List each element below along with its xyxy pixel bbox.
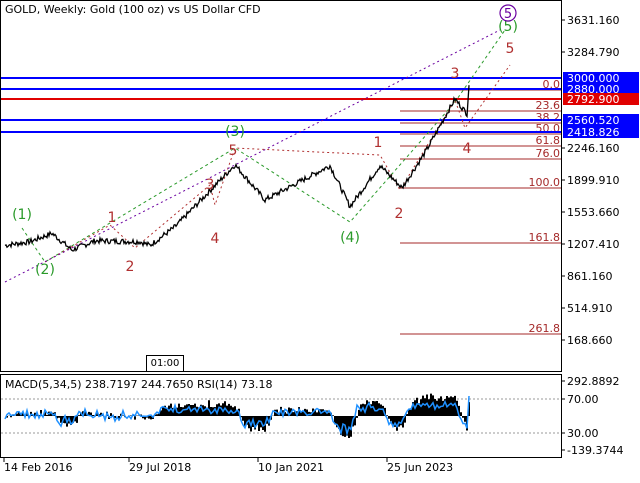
price-line: [4, 85, 470, 252]
wave-label-red: 4: [463, 141, 472, 157]
price-tag: [563, 114, 639, 126]
price-tag-label: 3000.000: [567, 72, 620, 85]
wave-label-red: 4: [211, 231, 220, 247]
price-tag-label: 2792.900: [567, 93, 620, 106]
timeframe-label[interactable]: 01:00: [146, 355, 184, 372]
indicator-pane-frame: [0, 374, 562, 458]
fib-level-label: 23.6: [536, 99, 561, 112]
fib-level-label: 61.8: [536, 134, 561, 147]
price-tick-label: 861.160: [567, 270, 613, 283]
wave-label-red: 3: [451, 66, 460, 82]
wave-label-red: 5: [229, 143, 238, 159]
elliott-wave-labels: (1) (2) (3) (4) (5) 1 2 3 4 5 1 2 3 4 5 5: [12, 4, 518, 278]
main-pane-frame: [0, 0, 562, 372]
fib-level-label: 76.0: [536, 147, 561, 160]
price-tag: [563, 83, 639, 95]
circled-wave-marker: [499, 4, 517, 22]
wave-label-green: (3): [225, 124, 245, 140]
time-tick-label: 25 Jun 2023: [387, 461, 453, 474]
price-tick-label: 514.910: [567, 302, 613, 315]
price-tick-label: 1899.910: [567, 174, 620, 187]
rsi-line: [4, 395, 470, 437]
wave-label-purple: 5: [504, 7, 512, 22]
time-tick-label: 10 Jan 2021: [258, 461, 324, 474]
time-tick-label: 29 Jul 2018: [129, 461, 191, 474]
price-tick-label: 3284.790: [567, 46, 620, 59]
wave-label-red: 1: [108, 210, 117, 226]
price-tag: [563, 93, 639, 105]
price-tag-label: 2418.826: [567, 126, 620, 139]
fib-level-label: 100.0: [529, 176, 561, 189]
wave-label-red: 2: [126, 259, 135, 275]
wave-label-green: (1): [12, 207, 32, 223]
price-tick-label: 1207.410: [567, 238, 620, 251]
time-axis: 14 Feb 2016 29 Jul 2018 10 Jan 2021 25 Jun …: [3, 458, 453, 474]
wave-label-green: (5): [498, 19, 518, 35]
wave-label-green: (2): [35, 262, 55, 278]
indicator-tick-label: 70.00: [567, 393, 599, 406]
fib-level-label: 261.8: [529, 322, 561, 335]
price-tag-label: 2560.520: [567, 114, 620, 127]
horizontal-levels-layer: [1, 77, 561, 133]
fib-level-label: 0.0: [543, 78, 561, 91]
indicator-tick-label: 292.8892: [567, 375, 620, 388]
time-tick-label: 14 Feb 2016: [4, 461, 72, 474]
indicator-series: 292.8892 70.00 30.00 -139.3744: [1, 375, 623, 457]
price-tick-label: 168.660: [567, 334, 613, 347]
red-wave-line: [44, 64, 511, 263]
price-tick-label: 2246.160: [567, 142, 620, 155]
price-tick-label: 3631.160: [567, 14, 620, 27]
price-tag: [563, 72, 639, 84]
price-axis: 3631.160 3284.790 2246.160 1899.910 1553.660…: [561, 14, 639, 347]
fib-level-label: 161.8: [529, 231, 561, 244]
wave-label-red: 1: [374, 135, 383, 151]
price-tag: [563, 126, 639, 138]
price-tick-label: 1553.660: [567, 206, 620, 219]
indicator-tick-label: -139.3744: [567, 444, 623, 457]
price-series: [4, 85, 470, 252]
price-tag-label: 2880.000: [567, 83, 620, 96]
wave-label-green: (4): [340, 230, 360, 246]
indicator-tick-label: 30.00: [567, 427, 599, 440]
wave-label-red: 5: [506, 41, 515, 57]
indicator-title: MACD(5,34,5) 238.7197 244.7650 RSI(14) 7…: [5, 378, 273, 391]
chart-title: GOLD, Weekly: Gold (100 oz) vs US Dollar…: [5, 3, 261, 16]
wave-label-red: 2: [395, 206, 404, 222]
wave-label-red: 3: [206, 177, 215, 193]
